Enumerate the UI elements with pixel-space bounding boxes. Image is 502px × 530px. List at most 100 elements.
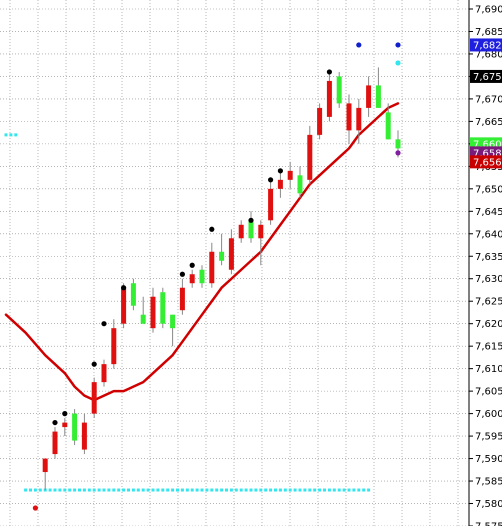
- candle: [258, 220, 264, 266]
- y-tick-label: 7,600: [475, 409, 502, 420]
- cyan-dot: [327, 488, 331, 492]
- cyan-dot: [14, 133, 18, 137]
- candle: [385, 103, 391, 140]
- cyan-dot: [78, 488, 81, 492]
- price-tag-label: 7,660: [473, 139, 502, 150]
- cyan-dot: [239, 488, 243, 492]
- cyan-dot: [362, 488, 366, 492]
- candle: [248, 211, 254, 243]
- candle: [170, 314, 176, 347]
- y-tick-label: 7,615: [475, 342, 502, 353]
- y-tick-label: 7,610: [475, 364, 502, 375]
- cyan-dot: [107, 488, 111, 492]
- black-dot: [52, 419, 58, 426]
- candle: [199, 265, 205, 288]
- cyan-dot: [58, 488, 62, 492]
- candle: [277, 170, 283, 198]
- price-tag-label: 7,682: [473, 40, 502, 51]
- cyan-dot: [166, 488, 170, 492]
- candle-body: [287, 170, 293, 180]
- candle: [52, 427, 58, 459]
- cyan-dot: [29, 488, 32, 492]
- cyan-dot: [205, 488, 209, 492]
- cyan-dot: [4, 133, 8, 137]
- candle: [219, 233, 225, 266]
- candle-body: [248, 220, 254, 239]
- candle: [366, 76, 372, 117]
- cyan-dot: [264, 488, 268, 492]
- cyan-dot: [127, 488, 130, 492]
- y-tick-label: 7,595: [475, 432, 502, 443]
- purple-dot: [395, 150, 401, 156]
- candle-body: [42, 458, 48, 473]
- price-tag-bg: [470, 38, 502, 52]
- y-tick-label: 7,685: [475, 27, 502, 38]
- candle-body: [81, 422, 87, 450]
- candle: [346, 94, 352, 144]
- cyan-dot: [73, 488, 77, 492]
- cyan-dot: [347, 488, 351, 492]
- cyan-dot: [122, 488, 126, 492]
- candle-body: [170, 314, 176, 329]
- candle: [150, 287, 156, 333]
- candle-body: [395, 139, 401, 149]
- cyan-dot: [180, 488, 184, 492]
- black-dot: [326, 69, 332, 75]
- candle-body: [307, 134, 313, 180]
- blue-dot: [356, 42, 362, 48]
- price-tag: 7,656: [470, 155, 502, 169]
- y-tick-label: 7,590: [475, 454, 502, 465]
- cyan-dot: [38, 488, 42, 492]
- candle-body: [111, 328, 117, 365]
- y-tick-label: 7,680: [475, 49, 502, 60]
- cyan-dot: [215, 488, 219, 492]
- y-tick-label: 7,630: [475, 274, 502, 285]
- black-dot: [179, 271, 185, 277]
- cyan-dot: [102, 488, 106, 492]
- candle-body: [209, 251, 215, 284]
- candle: [81, 413, 87, 455]
- y-tick-label: 7,625: [475, 297, 502, 308]
- cyan-dot: [288, 488, 292, 492]
- cyan-dot: [117, 488, 121, 492]
- cyan-dot: [195, 488, 199, 492]
- candle: [101, 359, 107, 387]
- candle: [130, 278, 136, 311]
- cyan-dot: [48, 488, 52, 492]
- candle: [160, 287, 166, 329]
- candle: [91, 377, 97, 419]
- cyan-dot: [234, 488, 238, 492]
- candle-body: [346, 103, 352, 131]
- candle-body: [150, 296, 156, 329]
- candle: [111, 319, 117, 369]
- cyan-dot: [357, 488, 361, 492]
- cyan-dot: [342, 488, 346, 492]
- candle-body: [52, 431, 58, 455]
- cyan-dot: [146, 488, 150, 492]
- candle: [179, 278, 185, 315]
- y-tick-label: 7,580: [475, 499, 502, 510]
- cyan-dot: [68, 488, 72, 492]
- candle: [356, 98, 362, 144]
- candle: [268, 179, 274, 225]
- price-tag-label: 7,675: [473, 72, 502, 83]
- candle-body: [258, 224, 264, 239]
- candle: [307, 125, 313, 185]
- cyan-dot: [367, 488, 371, 492]
- cyan-dot: [303, 488, 307, 492]
- cyan-dot: [151, 488, 155, 492]
- cyan-dot: [293, 488, 297, 492]
- candle-body: [189, 274, 195, 284]
- black-dot: [209, 226, 215, 232]
- price-tag: 7,675: [470, 69, 502, 83]
- candle-body: [91, 382, 97, 414]
- candle-body: [385, 112, 391, 140]
- candle-body: [356, 107, 362, 131]
- candle-body: [199, 269, 205, 284]
- y-tick-label: 7,635: [475, 252, 502, 263]
- candle: [238, 220, 244, 243]
- cyan-dot-top: [395, 60, 401, 66]
- cyan-dot: [313, 488, 317, 492]
- candle-body: [121, 287, 127, 324]
